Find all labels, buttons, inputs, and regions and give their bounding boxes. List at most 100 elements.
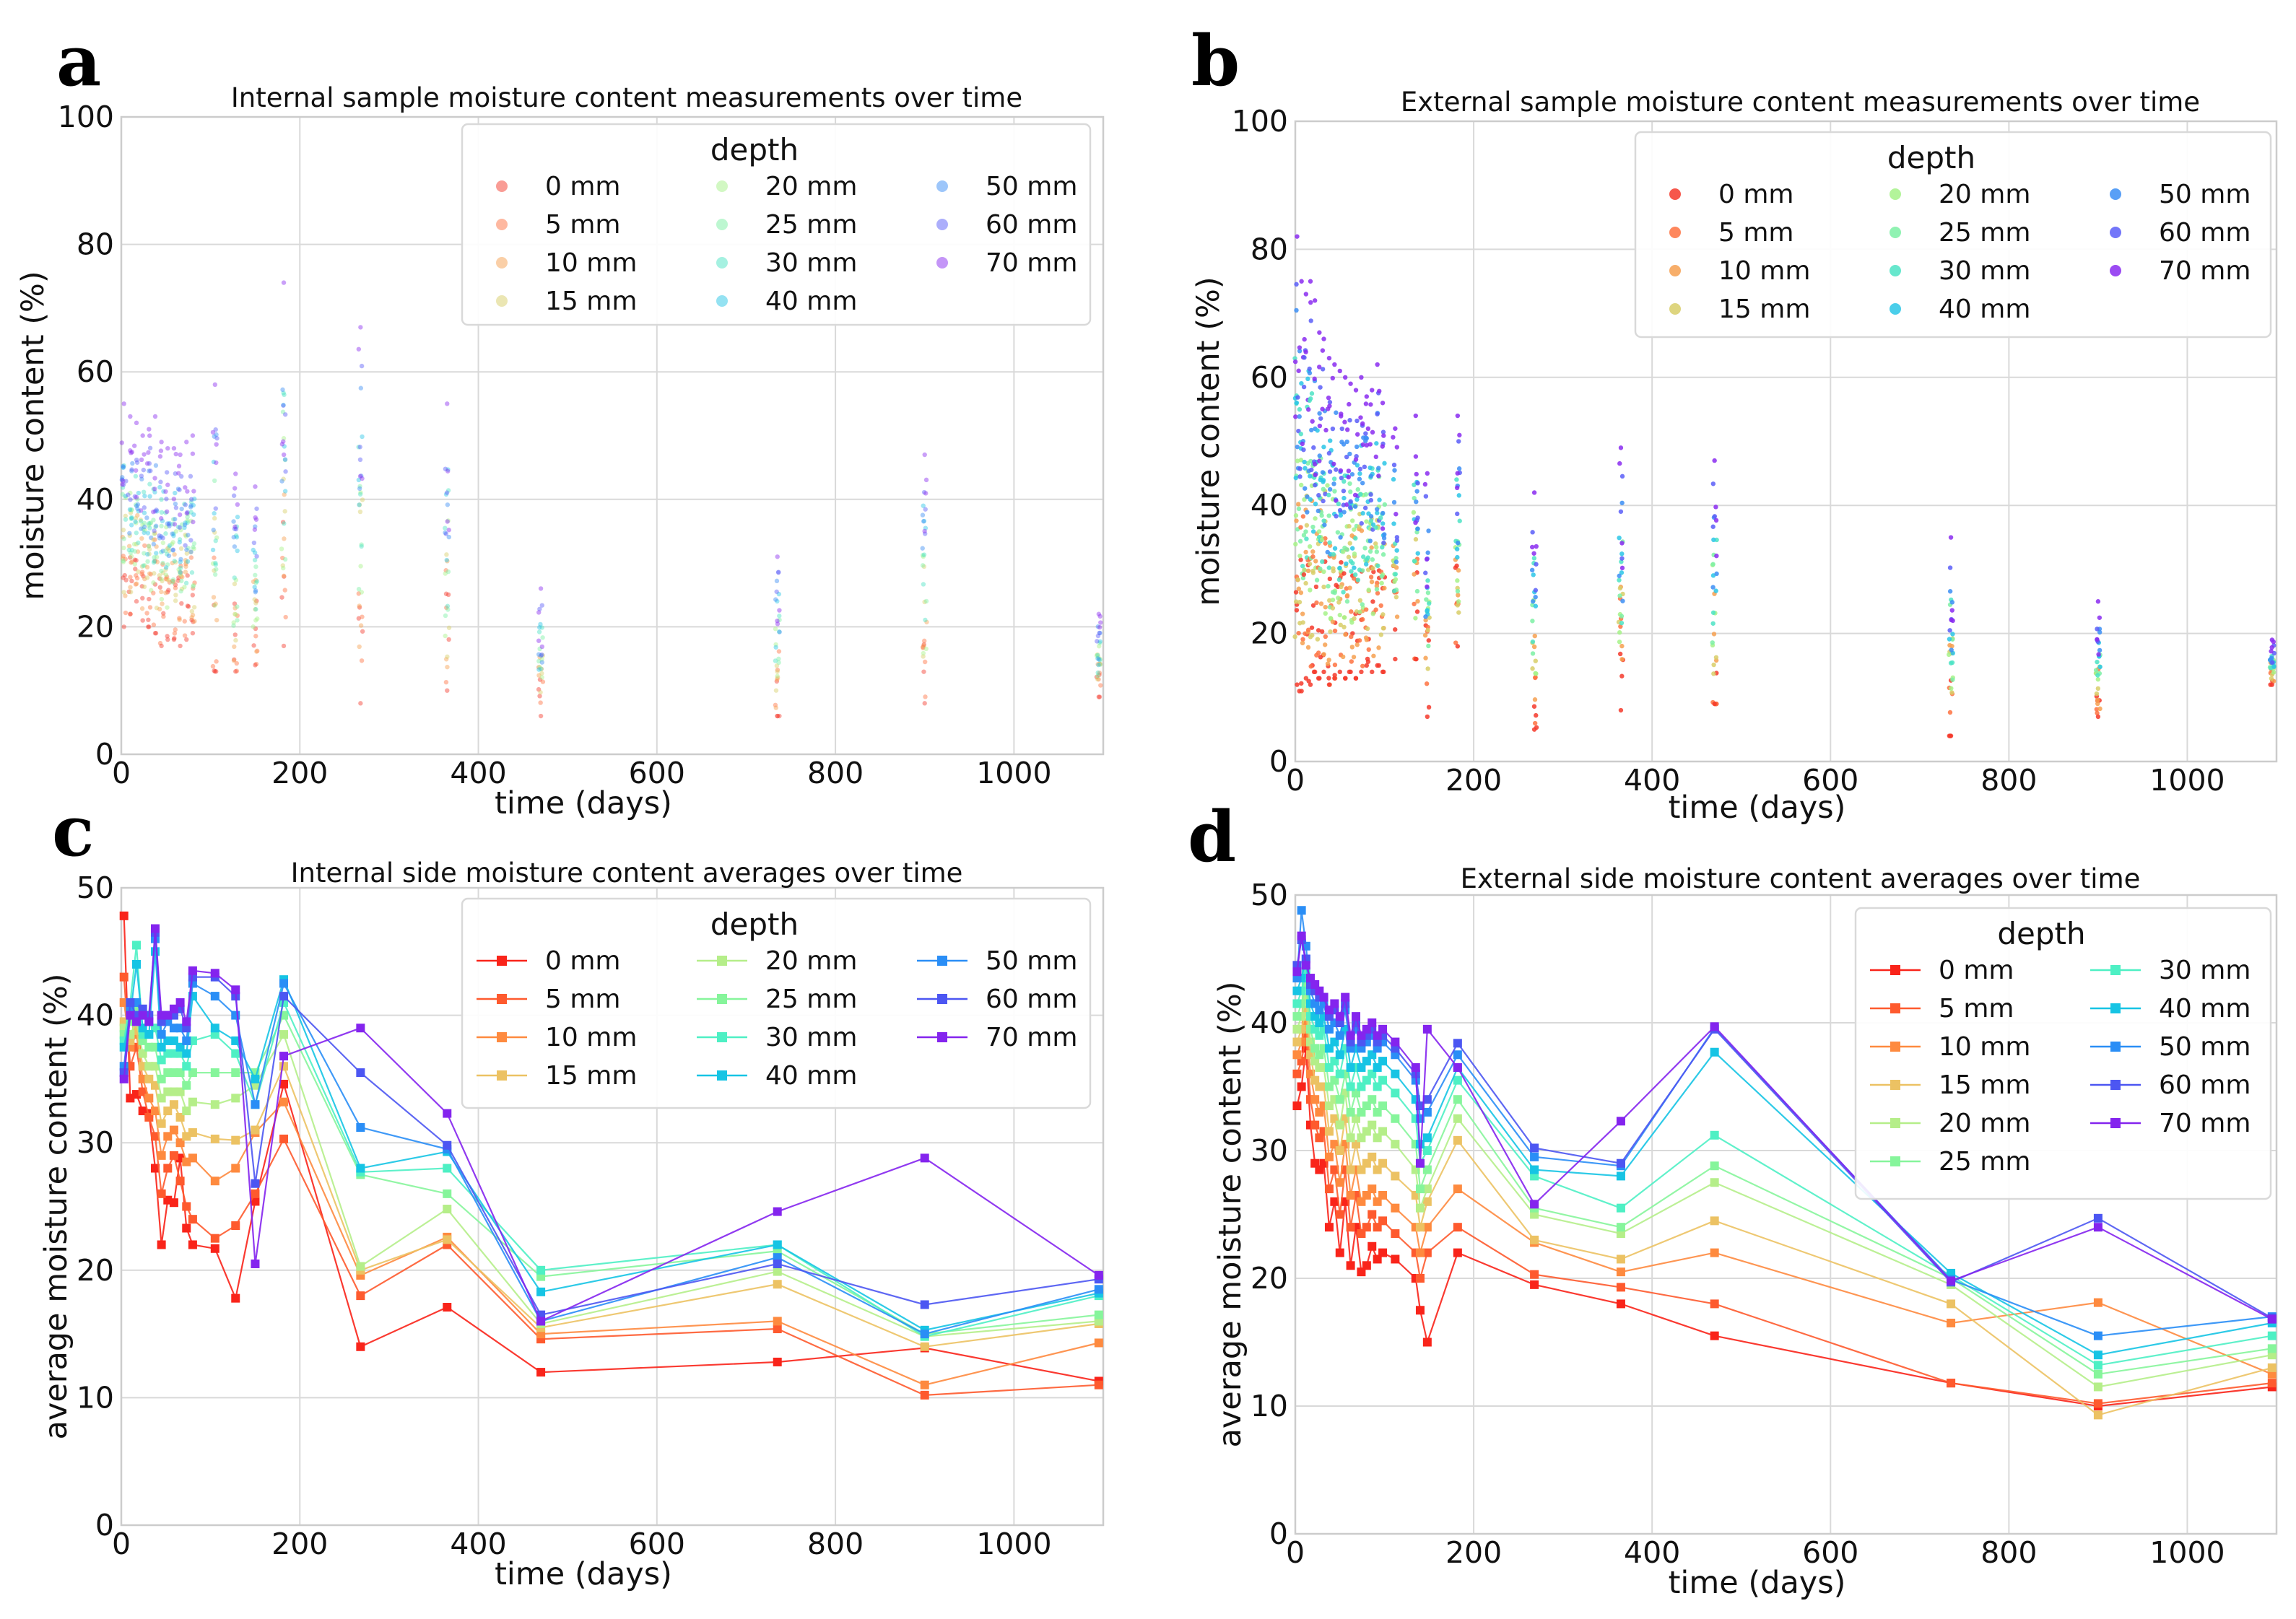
point-25mm-day128 bbox=[231, 623, 236, 628]
legend-item-25mm: 25 mm bbox=[697, 985, 857, 1014]
point-70mm-day105 bbox=[214, 442, 219, 447]
point-60mm-day38 bbox=[154, 507, 159, 512]
marker-10mm-day38 bbox=[1324, 1152, 1334, 1161]
point-40mm-day52 bbox=[167, 543, 173, 548]
point-10mm-day135 bbox=[1412, 572, 1417, 577]
marker-10mm-day900 bbox=[920, 1380, 929, 1389]
marker-0mm-day62 bbox=[1346, 1261, 1355, 1270]
marker-15mm-day86 bbox=[1367, 1152, 1377, 1161]
marker-70mm-day470 bbox=[1710, 1022, 1719, 1031]
point-15mm-day470 bbox=[1713, 655, 1719, 660]
point-40mm-day66 bbox=[178, 559, 183, 564]
point-20mm-day112 bbox=[1393, 577, 1399, 582]
point-50mm-day365 bbox=[445, 502, 451, 507]
point-70mm-day86 bbox=[1368, 402, 1373, 407]
point-0mm-day365 bbox=[445, 592, 451, 598]
marker-70mm-day80 bbox=[188, 966, 197, 975]
point-70mm-day24 bbox=[139, 457, 144, 463]
point-15mm-day182 bbox=[280, 563, 285, 568]
legend-marker bbox=[496, 219, 508, 230]
point-10mm-day52 bbox=[163, 590, 168, 595]
point-60mm-day268 bbox=[357, 445, 362, 450]
point-50mm-day128 bbox=[231, 519, 236, 524]
y-tick-label-4: 80 bbox=[77, 227, 114, 262]
marker-50mm-day900 bbox=[920, 1330, 929, 1339]
point-50mm-day38 bbox=[1327, 486, 1333, 492]
point-25mm-day50 bbox=[1335, 530, 1341, 535]
legend-item-20mm: 20 mm bbox=[697, 946, 857, 976]
point-min-day128 bbox=[233, 669, 238, 674]
point-60mm-day128 bbox=[232, 526, 238, 531]
point-50mm-day365 bbox=[443, 530, 448, 536]
point-20mm-day2 bbox=[1293, 513, 1299, 518]
point-20mm-day86 bbox=[1370, 611, 1375, 616]
marker-50mm-day268 bbox=[1530, 1152, 1539, 1161]
point-0mm-day38 bbox=[152, 582, 158, 587]
point-max-day62 bbox=[1348, 381, 1353, 386]
data-marks bbox=[119, 911, 1103, 1400]
point-70mm-day66 bbox=[176, 463, 182, 468]
point-10mm-day62 bbox=[1349, 645, 1355, 650]
data-marks bbox=[1292, 906, 2277, 1420]
point-min-day80 bbox=[190, 631, 196, 636]
point-25mm-day268 bbox=[1530, 651, 1536, 656]
point-60mm-day7 bbox=[1301, 447, 1306, 453]
point-60mm-day112 bbox=[1391, 462, 1397, 468]
marker-70mm-day68 bbox=[1352, 1012, 1361, 1021]
point-20mm-day1095 bbox=[1094, 653, 1100, 658]
point-15mm-day66 bbox=[179, 586, 185, 592]
point-50mm-day17 bbox=[1307, 370, 1313, 376]
point-min-day45 bbox=[159, 643, 164, 649]
point-60mm-day10 bbox=[129, 467, 134, 472]
point-15mm-day182 bbox=[281, 476, 286, 481]
plot-frame bbox=[1294, 120, 2278, 763]
point-70mm-day10 bbox=[128, 448, 133, 453]
point-50mm-day1095 bbox=[1096, 657, 1102, 662]
point-0mm-day59 bbox=[173, 582, 178, 588]
point-60mm-day80 bbox=[188, 497, 194, 502]
plot-frame bbox=[120, 886, 1105, 1527]
point-50mm-day128 bbox=[232, 544, 238, 549]
legend-item-20mm: 20 mm bbox=[1870, 1109, 2030, 1138]
point-40mm-day80 bbox=[1363, 562, 1369, 567]
point-20mm-day128 bbox=[231, 620, 236, 625]
marker-15mm-day182 bbox=[279, 1062, 289, 1071]
point-25mm-day3 bbox=[121, 558, 126, 564]
point-min-day44 bbox=[1332, 676, 1337, 681]
point-60mm-day62 bbox=[1347, 417, 1352, 423]
point-15mm-day268 bbox=[357, 509, 363, 515]
panel-letter-d: d bbox=[1188, 796, 1236, 878]
point-0mm-day32 bbox=[1319, 629, 1325, 634]
point-min-day900 bbox=[922, 701, 927, 706]
point-30mm-day182 bbox=[1457, 518, 1462, 523]
point-20mm-day150 bbox=[251, 624, 256, 629]
point-30mm-day59 bbox=[170, 521, 175, 527]
point-60mm-day112 bbox=[1394, 535, 1400, 540]
marker-30mm-day128 bbox=[231, 1049, 240, 1058]
point-50mm-day128 bbox=[231, 535, 236, 540]
point-0mm-day735 bbox=[777, 713, 782, 719]
point-25mm-day182 bbox=[280, 409, 286, 414]
marker-5mm-day900 bbox=[920, 1390, 929, 1400]
point-min-day268 bbox=[1531, 727, 1537, 732]
legend-marker bbox=[496, 295, 508, 307]
point-50mm-day50 bbox=[1338, 535, 1343, 540]
point-50mm-day74 bbox=[1360, 481, 1365, 486]
point-5mm-day52 bbox=[164, 575, 170, 580]
point-60mm-day12 bbox=[1301, 384, 1307, 390]
point-5mm-day17 bbox=[1305, 627, 1311, 632]
legend-label: 25 mm bbox=[1939, 218, 2030, 248]
point-30mm-day105 bbox=[213, 560, 218, 566]
point-25mm-day735 bbox=[776, 656, 781, 661]
point-60mm-day112 bbox=[1394, 538, 1400, 544]
point-40mm-day17 bbox=[1308, 497, 1313, 502]
legend-label: 50 mm bbox=[986, 172, 1077, 201]
point-min-day32 bbox=[1321, 669, 1326, 675]
point-0mm-day10 bbox=[126, 589, 131, 595]
point-70mm-day470 bbox=[536, 638, 542, 643]
point-10mm-day148 bbox=[1423, 655, 1428, 660]
marker-0mm-day470 bbox=[1710, 1331, 1719, 1340]
point-25mm-day22 bbox=[1310, 524, 1316, 530]
